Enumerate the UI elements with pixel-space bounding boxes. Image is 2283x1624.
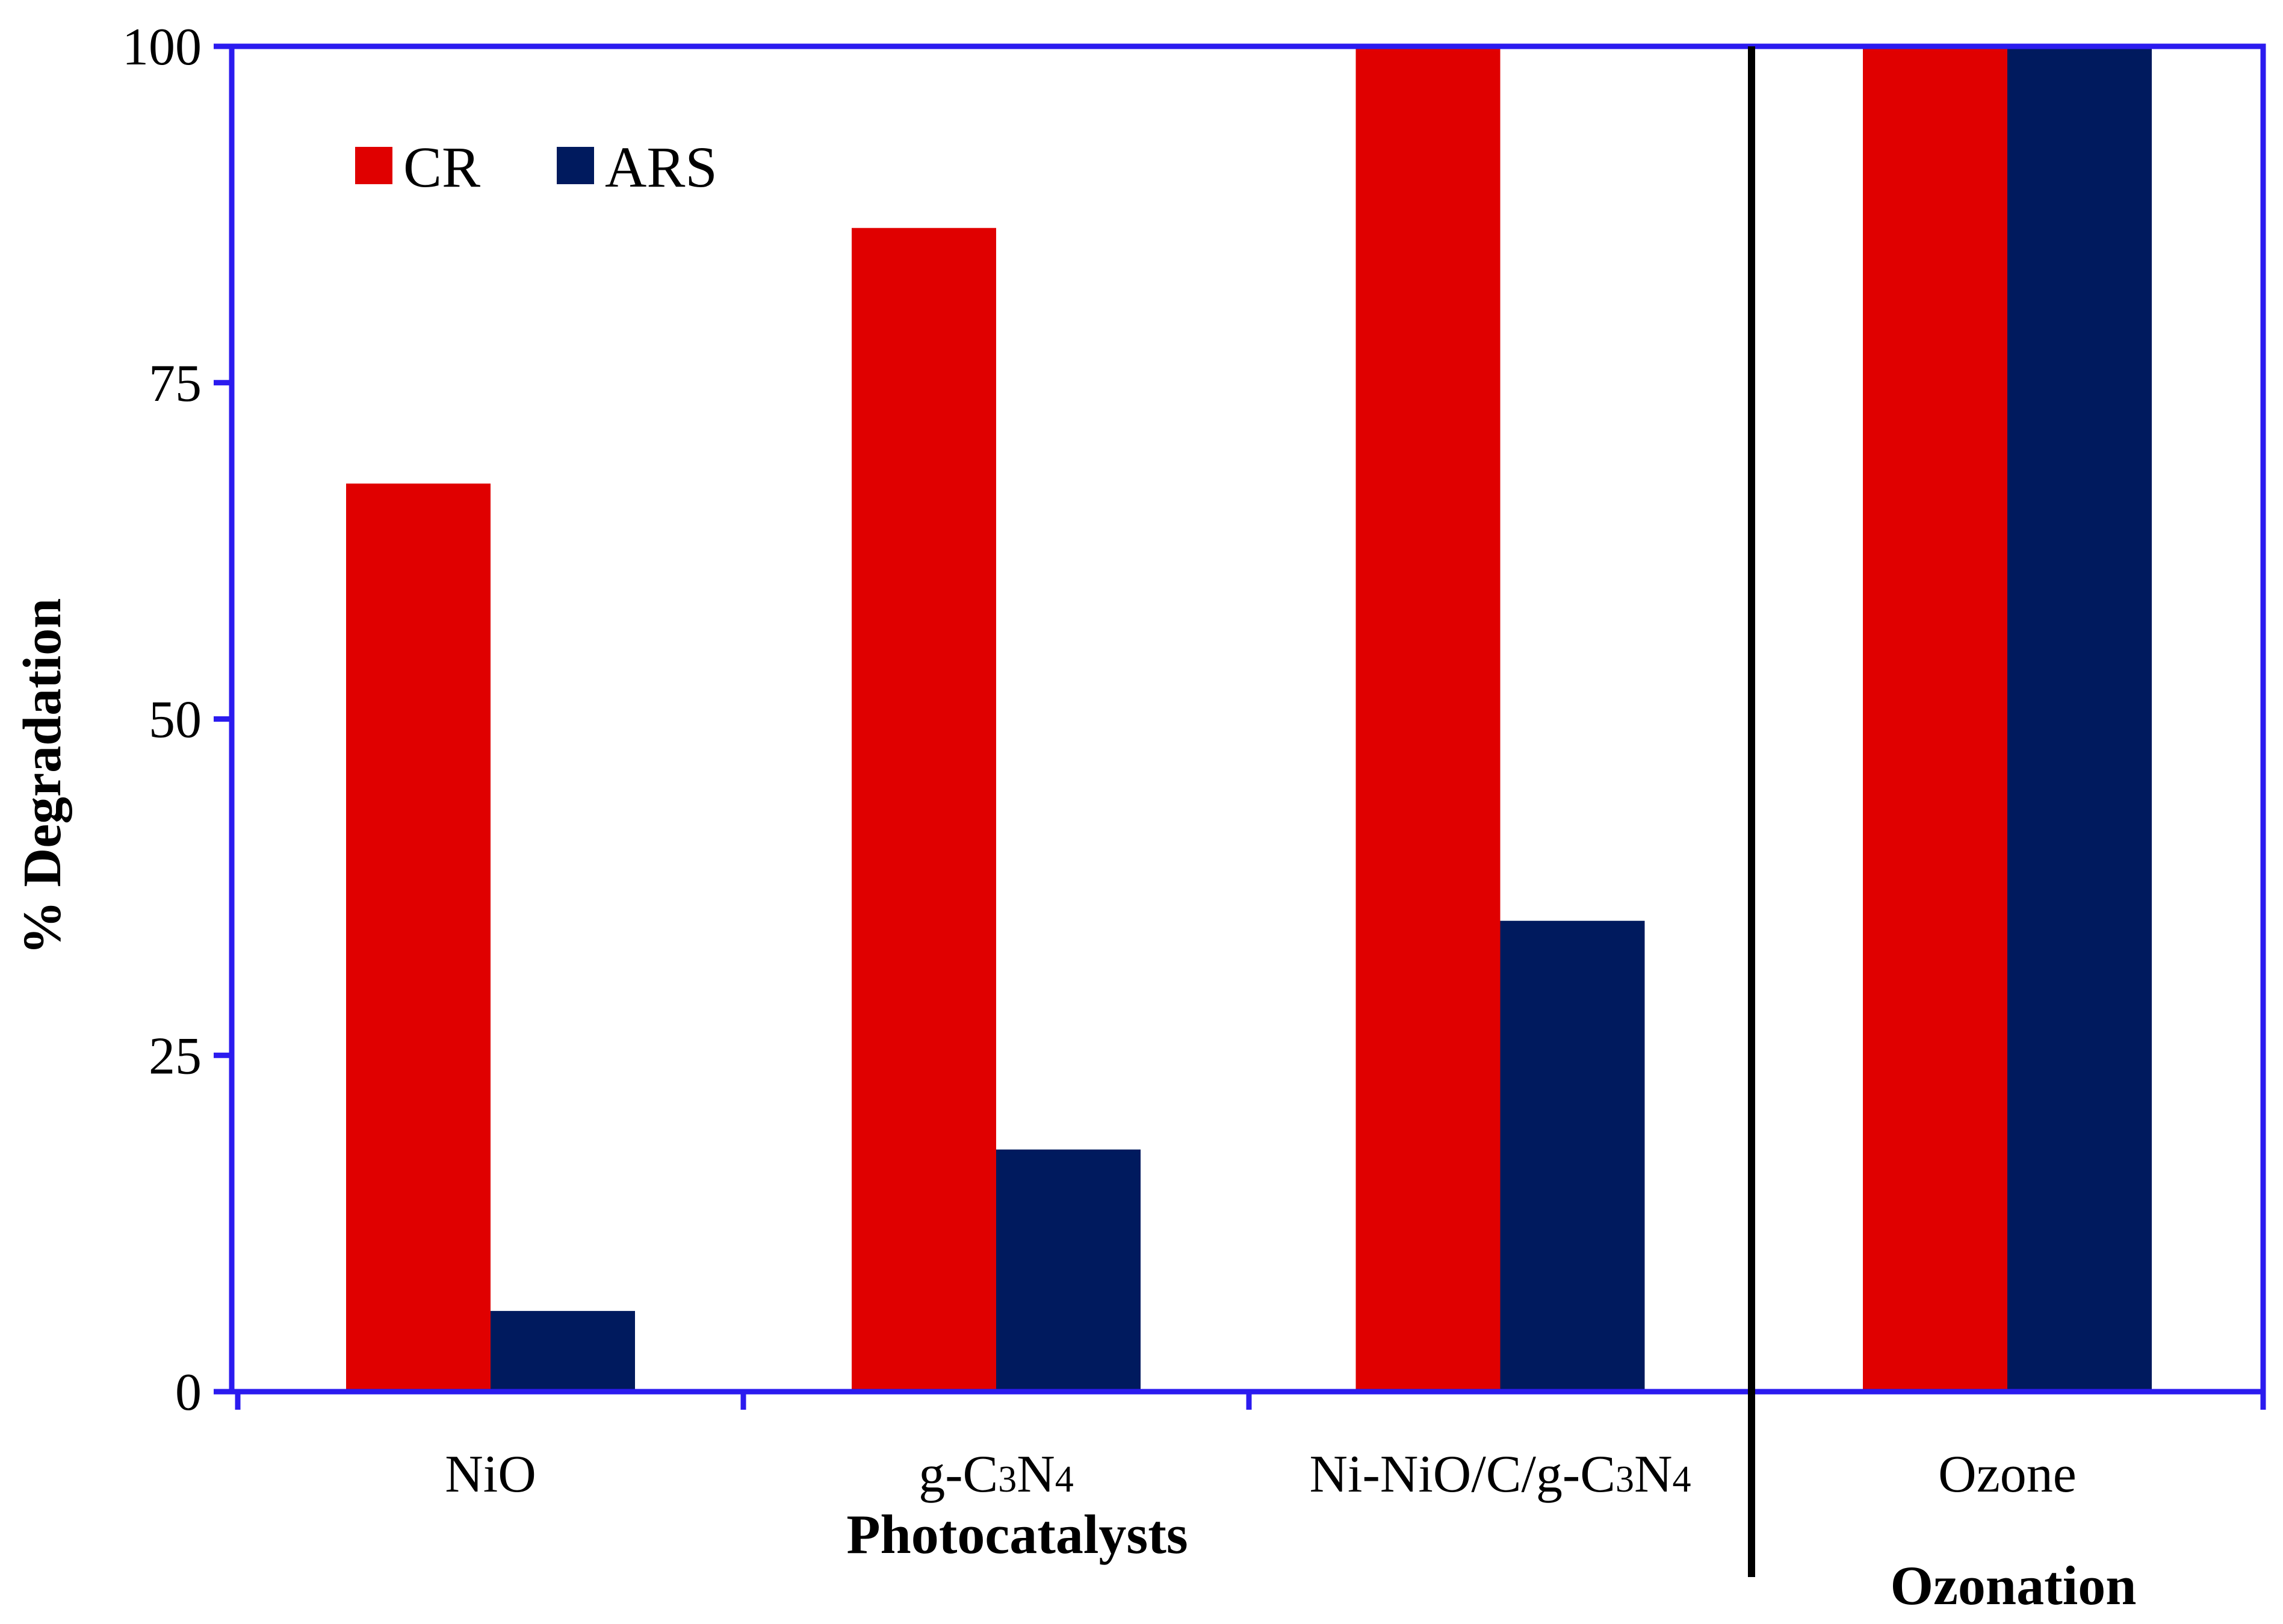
y-tick-label: 75 — [149, 355, 202, 413]
y-tick-label: 25 — [149, 1027, 202, 1085]
bar-cr-nio — [346, 483, 491, 1392]
y-tick-label: 50 — [149, 691, 202, 749]
y-tick-label: 0 — [175, 1363, 202, 1422]
group-label-photocatalysts: Photocatalysts — [846, 1504, 1188, 1565]
bar-ars-ozone — [2007, 46, 2152, 1392]
legend-label-cr: CR — [403, 135, 480, 199]
legend: CR ARS — [355, 135, 717, 199]
bars-layer — [346, 46, 2152, 1392]
x-axis: NiO g-C3N4 Ni-NiO/C/g-C3N4 Ozone — [235, 1392, 2266, 1504]
y-axis: 0 25 50 75 100 — [122, 18, 232, 1422]
bar-ars-ni-nio-c-g-c3n4 — [1500, 920, 1645, 1392]
x-tick-label: Ni-NiO/C/g-C3N4 — [1309, 1445, 1691, 1504]
bar-cr-ni-nio-c-g-c3n4 — [1355, 46, 1501, 1392]
bar-cr-ozone — [1863, 46, 2007, 1392]
y-axis-title: % Degradation — [13, 598, 72, 955]
x-tick-label: Ozone — [1938, 1445, 2077, 1504]
bar-ars-nio — [491, 1310, 635, 1392]
legend-label-ars: ARS — [605, 135, 717, 199]
legend-swatch-cr — [355, 147, 392, 184]
x-tick-label: NiO — [445, 1445, 536, 1504]
bar-cr-g-c3n4 — [852, 228, 996, 1392]
x-tick-label: g-C3N4 — [918, 1445, 1074, 1504]
group-label-ozonation: Ozonation — [1891, 1555, 2137, 1616]
legend-swatch-ars — [557, 147, 594, 184]
bar-ars-g-c3n4 — [996, 1149, 1141, 1392]
y-tick-label: 100 — [122, 18, 202, 76]
